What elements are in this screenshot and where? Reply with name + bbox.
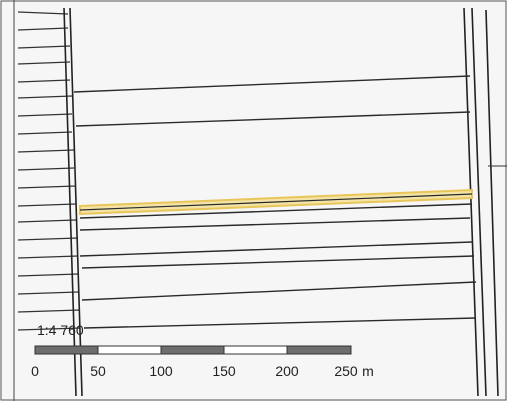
scale-segment-3 — [223, 345, 288, 355]
scale-segment-2 — [160, 345, 225, 355]
highlighted-parcel — [79, 188, 473, 216]
scale-tick-label: 50 — [90, 363, 106, 379]
left-road — [63, 7, 83, 397]
scale-ratio: 1:4 760 — [37, 322, 84, 338]
scale-segment-0 — [34, 345, 99, 355]
scale-segment-4 — [286, 345, 352, 355]
scale-tick-label: 100 — [149, 363, 173, 379]
scale-tick-label: 150 — [212, 363, 236, 379]
scale-tick-label: 200 — [275, 363, 299, 379]
scale-segment-1 — [97, 345, 162, 355]
parcel-lines — [73, 75, 477, 329]
scale-unit-label: m — [362, 363, 374, 379]
right-road — [463, 7, 499, 397]
scale-bar — [34, 345, 352, 355]
left-parcel-lines — [17, 11, 81, 331]
scale-tick-label: 0 — [31, 363, 39, 379]
scale-tick-label: 250 — [334, 363, 358, 379]
